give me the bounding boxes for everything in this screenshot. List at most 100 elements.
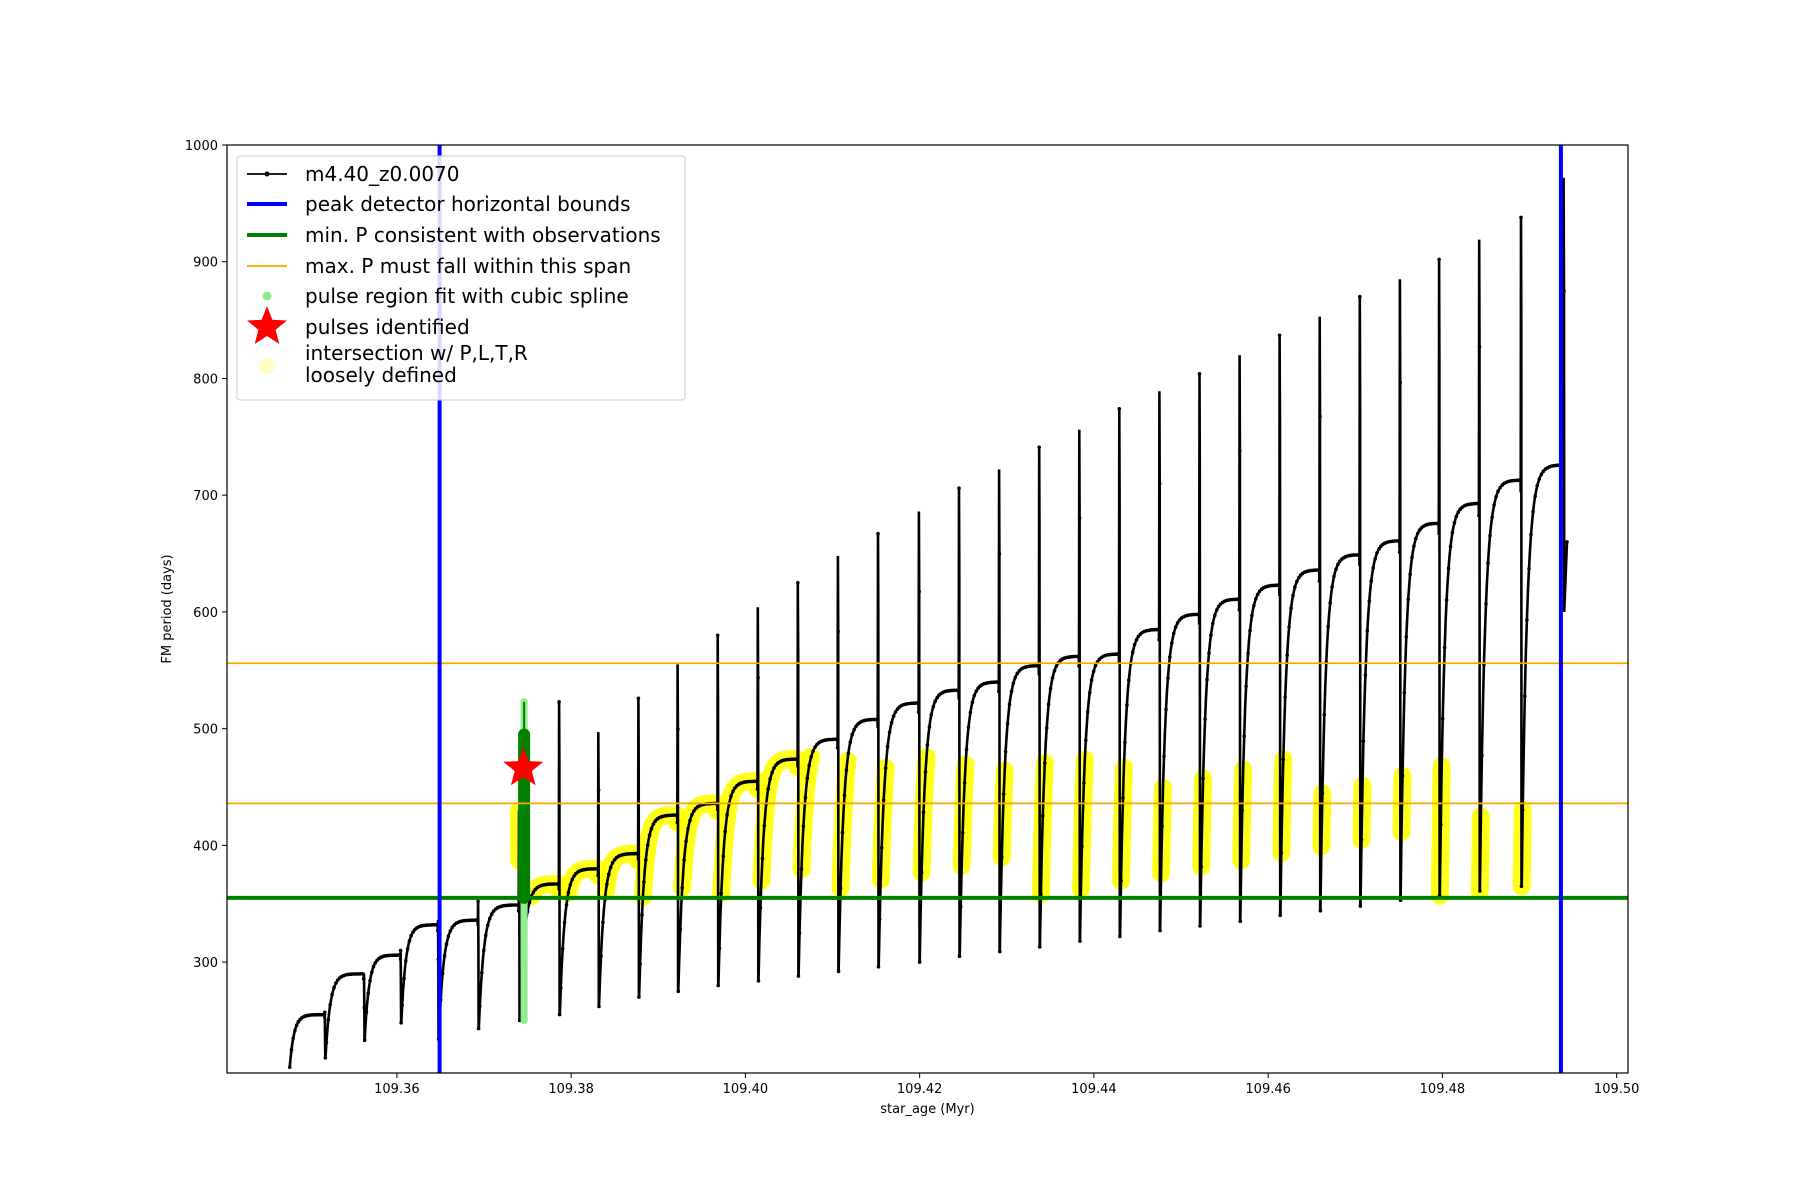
- model-point: [570, 877, 574, 882]
- model-point: [1359, 838, 1364, 842]
- model-point: [1085, 710, 1090, 714]
- model-point: [1494, 495, 1498, 499]
- model-point: [531, 890, 536, 894]
- model-point: [1091, 669, 1096, 674]
- legend-label: peak detector horizontal bounds: [305, 192, 631, 216]
- model-point: [562, 920, 567, 925]
- model-point: [645, 843, 650, 847]
- model-point: [883, 766, 888, 770]
- model-point: [1205, 677, 1209, 682]
- model-point: [402, 976, 406, 981]
- model-point: [1238, 449, 1242, 453]
- model-point: [811, 749, 815, 753]
- model-point: [1005, 721, 1010, 726]
- model-point: [1358, 294, 1362, 299]
- legend-label: min. P consistent with observations: [305, 223, 661, 247]
- model-point: [450, 925, 455, 930]
- model-point: [844, 768, 849, 772]
- model-point: [1244, 684, 1248, 689]
- model-point: [1406, 597, 1410, 602]
- x-tick-label: 109.48: [1420, 1082, 1466, 1097]
- model-point: [1478, 889, 1482, 893]
- model-point: [1450, 530, 1455, 535]
- model-point: [1119, 879, 1123, 883]
- model-point: [1317, 579, 1322, 583]
- model-point: [566, 891, 571, 895]
- model-point: [1078, 939, 1082, 943]
- model-point: [334, 981, 338, 985]
- model-point: [1440, 716, 1445, 721]
- model-point: [362, 1038, 367, 1043]
- model-point: [1318, 414, 1322, 419]
- model-point: [556, 882, 561, 886]
- model-point: [1408, 572, 1412, 576]
- model-point: [1046, 702, 1051, 707]
- model-point: [1533, 494, 1537, 498]
- model-point: [766, 787, 770, 791]
- model-point: [974, 689, 979, 693]
- model-point: [836, 629, 840, 634]
- model-point: [448, 929, 453, 933]
- model-point: [1322, 712, 1327, 717]
- model-point: [407, 939, 412, 943]
- model-point: [1117, 652, 1121, 656]
- model-point: [1076, 654, 1080, 659]
- y-tick-label: 600: [193, 606, 218, 621]
- model-point: [1013, 675, 1018, 680]
- model-point: [927, 725, 932, 729]
- model-point: [398, 948, 403, 953]
- legend-label: pulses identified: [305, 315, 470, 339]
- model-point: [1527, 567, 1531, 571]
- model-point: [676, 727, 680, 731]
- model-point: [1330, 585, 1334, 589]
- model-point: [770, 770, 774, 775]
- model-point: [1007, 702, 1012, 707]
- model-point: [875, 717, 880, 722]
- model-point: [1454, 514, 1459, 519]
- model-point: [1084, 738, 1088, 743]
- model-point: [1198, 924, 1202, 928]
- model-point: [1358, 904, 1363, 908]
- model-point: [852, 727, 856, 732]
- model-point: [891, 714, 896, 718]
- intersection-band-7: [752, 750, 807, 890]
- model-point: [444, 942, 449, 946]
- model-point: [644, 858, 648, 862]
- x-tick-label: 109.36: [374, 1082, 420, 1097]
- model-point: [1041, 814, 1045, 818]
- model-point: [1036, 663, 1041, 668]
- model-point: [921, 810, 926, 815]
- model-point: [1484, 602, 1488, 606]
- model-point: [557, 1012, 562, 1017]
- model-point: [1093, 663, 1098, 668]
- model-point: [1048, 686, 1053, 691]
- model-point: [364, 1010, 369, 1014]
- model-point: [893, 710, 898, 714]
- model-point: [1456, 510, 1461, 514]
- model-point: [398, 953, 403, 957]
- model-point: [923, 770, 928, 774]
- model-point: [324, 1040, 329, 1045]
- model-point: [487, 916, 492, 921]
- model-point: [850, 732, 854, 737]
- model-point: [1523, 694, 1527, 698]
- model-point: [1000, 855, 1004, 860]
- model-point: [1326, 624, 1330, 629]
- model-point: [596, 873, 600, 878]
- model-point: [1498, 485, 1502, 490]
- model-point: [1168, 655, 1172, 659]
- intersection-band-6: [712, 772, 767, 903]
- model-point: [1170, 641, 1174, 645]
- model-point: [601, 920, 605, 925]
- model-point: [1519, 884, 1524, 888]
- model-point: [1166, 676, 1170, 680]
- model-point: [917, 589, 921, 594]
- model-point: [721, 854, 726, 859]
- model-point: [1077, 516, 1082, 520]
- model-point: [935, 695, 939, 700]
- model-point: [1437, 257, 1441, 262]
- model-point: [1318, 908, 1323, 913]
- model-point: [1375, 551, 1379, 555]
- model-point: [560, 947, 565, 951]
- model-point: [678, 927, 683, 932]
